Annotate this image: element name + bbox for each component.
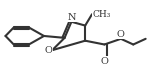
Text: O: O [44,46,52,55]
Text: O: O [100,57,108,66]
Text: N: N [67,13,76,22]
Text: O: O [117,30,125,39]
Text: CH₃: CH₃ [92,10,110,19]
